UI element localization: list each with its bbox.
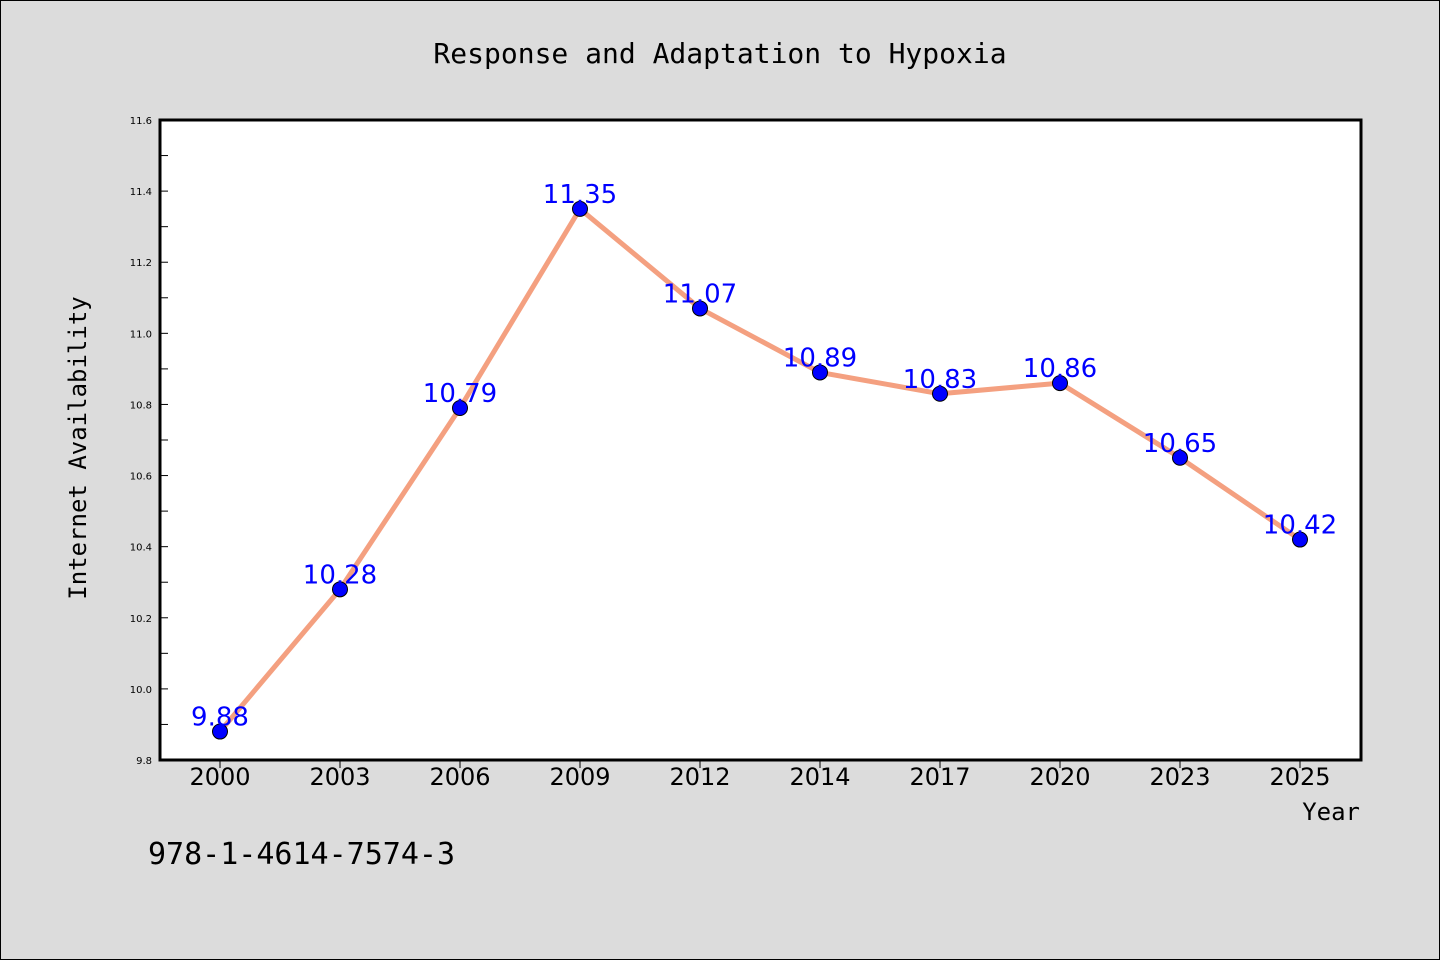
data-label: 10.86 <box>1023 354 1097 384</box>
data-point <box>572 200 588 217</box>
data-label: 10.28 <box>303 560 377 590</box>
x-tick-label: 2009 <box>549 763 610 791</box>
data-point <box>452 400 468 416</box>
data-label: 11.35 <box>543 180 617 210</box>
x-axis-ticks: 2000 2003 2006 2009 2012 2014 2017 2020 2023 2025 <box>189 760 1331 791</box>
y-axis-label: Internet Availability <box>64 296 92 599</box>
y-tick-label: 11.0 <box>130 329 152 340</box>
x-tick-label: 2000 <box>189 763 250 791</box>
y-tick-label: 11.6 <box>130 116 152 127</box>
data-label: 10.79 <box>423 379 497 409</box>
data-labels: 9.88 10.28 10.79 11.35 11.07 10.89 10.83 10.86 1… <box>191 180 1337 733</box>
series-line <box>217 206 1303 735</box>
y-tick-label: 10.4 <box>130 543 152 554</box>
x-tick-label: 2014 <box>789 763 850 791</box>
y-tick-label: 10.6 <box>130 472 152 483</box>
data-point <box>212 723 228 740</box>
y-tick-label: 9.8 <box>136 756 152 767</box>
data-point <box>812 364 828 381</box>
y-tick-label: 11.4 <box>130 187 152 198</box>
y-tick-label: 10.2 <box>130 614 152 625</box>
y-tick-label: 11.2 <box>130 258 152 269</box>
data-point <box>1172 449 1188 466</box>
data-label: 10.83 <box>903 365 977 395</box>
data-point <box>692 300 708 317</box>
x-tick-label: 2023 <box>1149 763 1210 791</box>
x-tick-label: 2020 <box>1029 763 1090 791</box>
data-label: 11.07 <box>663 279 737 309</box>
plot-area <box>158 118 1363 762</box>
data-point <box>932 385 948 402</box>
data-point <box>332 581 348 598</box>
data-point <box>1052 375 1068 392</box>
y-tick-label: 10.0 <box>130 685 152 696</box>
y-tick-label: 10.8 <box>130 400 152 411</box>
data-label: 10.65 <box>1143 429 1217 459</box>
x-tick-label: 2025 <box>1269 763 1330 791</box>
data-label: 10.42 <box>1263 511 1337 541</box>
x-tick-label: 2006 <box>429 763 490 791</box>
x-tick-label: 2017 <box>909 763 970 791</box>
x-tick-label: 2012 <box>669 763 730 791</box>
data-label: 10.89 <box>783 343 857 373</box>
x-axis-label: Year <box>1302 798 1360 826</box>
y-axis-ticks: 9.8 10.0 10.2 10.4 10.6 10.8 11.0 11.2 11.4 11.6 <box>130 116 168 767</box>
data-label: 9.88 <box>191 703 249 733</box>
x-tick-label: 2003 <box>309 763 370 791</box>
data-point <box>1292 531 1308 548</box>
chart-title: Response and Adaptation to Hypoxia <box>433 37 1006 70</box>
isbn-footer: 978-1-4614-7574-3 <box>148 837 455 872</box>
data-points <box>212 200 1308 740</box>
